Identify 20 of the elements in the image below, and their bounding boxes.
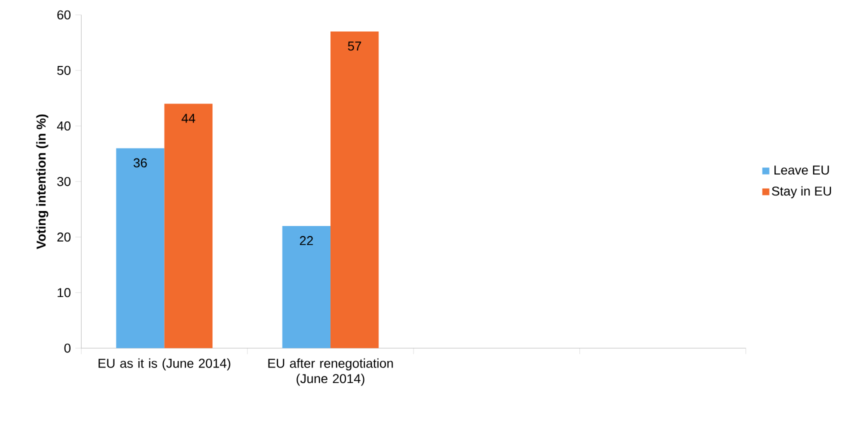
data-label: 22: [300, 236, 313, 246]
bar: [116, 148, 164, 348]
data-label: 44: [182, 114, 196, 123]
y-tick-label: 0: [64, 344, 71, 353]
bar: [282, 226, 330, 348]
y-tick-label: 30: [57, 177, 71, 186]
bar: [164, 104, 213, 348]
y-tick-label: 20: [57, 232, 71, 242]
legend-label: Stay in EU: [772, 186, 831, 198]
x-tick-label: EU after renegotiation (June 2014): [268, 358, 393, 386]
data-label: 36: [134, 158, 147, 168]
y-tick-label: 50: [57, 66, 71, 76]
legend-label: Leave EU: [774, 166, 829, 175]
y-tick-label: 40: [57, 122, 71, 131]
data-label: 57: [348, 42, 362, 51]
x-tick-label: EU as it is (June 2014): [98, 358, 230, 371]
y-axis-title: Voting intention (in %): [36, 114, 48, 250]
bar: [330, 32, 379, 348]
y-tick-label: 10: [58, 288, 71, 298]
y-tick-label: 60: [57, 10, 71, 20]
